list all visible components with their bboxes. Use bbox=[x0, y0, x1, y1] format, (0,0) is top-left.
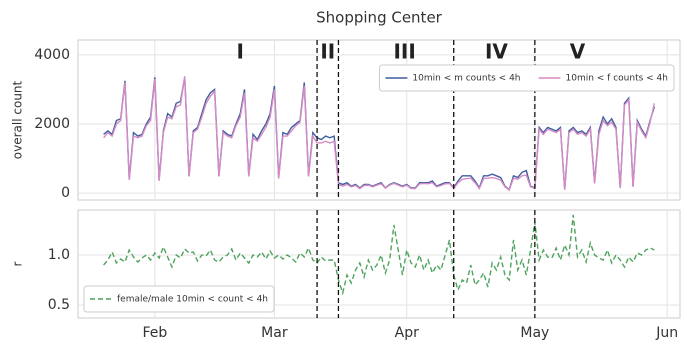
x-tick-label: Apr bbox=[395, 325, 419, 341]
y-tick-label: 2000 bbox=[34, 116, 70, 132]
x-tick-label: Mar bbox=[261, 325, 288, 341]
x-tick-label: Jun bbox=[655, 325, 678, 341]
y-axis-label: overall count bbox=[11, 80, 25, 159]
plot-area bbox=[77, 39, 681, 201]
y-tick-label: 1.0 bbox=[48, 247, 70, 263]
phase-label: I bbox=[237, 40, 244, 64]
y-tick-label: 0.5 bbox=[48, 297, 70, 313]
phase-label: III bbox=[393, 40, 415, 64]
series-line bbox=[103, 76, 656, 192]
plot-area bbox=[77, 209, 681, 319]
y-tick-label: 4000 bbox=[34, 47, 70, 63]
x-tick-label: Feb bbox=[142, 325, 167, 341]
chart-title: Shopping Center bbox=[316, 9, 443, 27]
legend-label: female/male 10min < count < 4h bbox=[117, 295, 268, 305]
legend-box bbox=[83, 285, 275, 313]
legend-label: 10min < m counts < 4h bbox=[412, 74, 520, 84]
legend-label: 10min < f counts < 4h bbox=[566, 74, 669, 84]
x-tick-label: May bbox=[520, 325, 549, 341]
series-line bbox=[103, 214, 655, 296]
legend: 10min < m counts < 4h 10min < f counts < … bbox=[378, 64, 675, 92]
y-tick-label: 0 bbox=[61, 185, 70, 201]
legend: female/male 10min < count < 4h bbox=[83, 285, 275, 313]
phase-label: IV bbox=[485, 40, 508, 64]
phase-label: II bbox=[320, 40, 335, 64]
y-axis-label: r bbox=[11, 261, 25, 266]
phase-label: V bbox=[570, 40, 586, 64]
legend-box bbox=[378, 64, 675, 92]
